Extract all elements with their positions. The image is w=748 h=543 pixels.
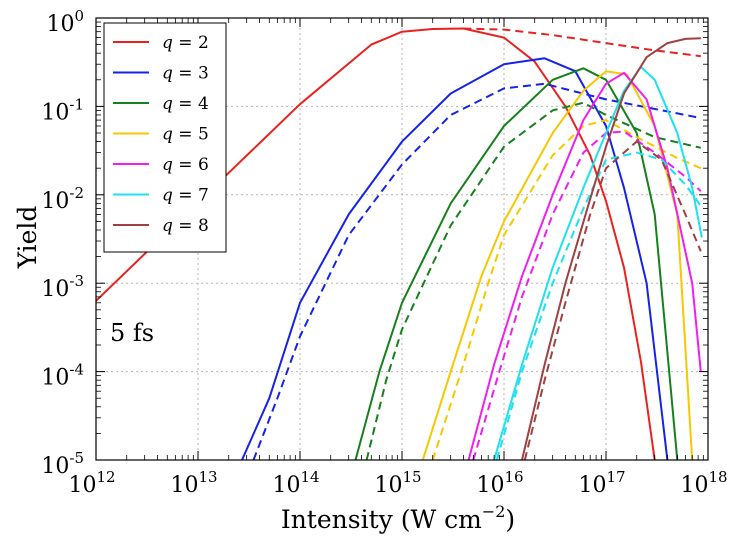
x-tick-label: 1012: [68, 468, 115, 498]
series-line-solid: [467, 71, 702, 460]
y-tick-label: 10-3: [41, 272, 84, 302]
x-axis-title: Intensity (W cm−2): [281, 502, 515, 534]
x-tick-label: 1013: [170, 468, 217, 498]
legend-box: [103, 22, 227, 253]
series-line-dashed: [252, 82, 701, 460]
legend-label: q = 3: [162, 64, 209, 84]
legend-label: q = 6: [162, 155, 209, 175]
series-line-dashed: [365, 101, 702, 460]
x-tick-label: 1016: [476, 468, 523, 498]
grid-lines: [96, 18, 708, 460]
x-tick-label: 1015: [374, 468, 421, 498]
y-tick-label: 10-5: [41, 449, 84, 479]
y-tick-label: 100: [46, 7, 84, 37]
series-line-dashed: [523, 140, 702, 460]
y-tick-label: 10-2: [41, 184, 84, 214]
legend-label: q = 5: [162, 125, 209, 145]
series-line-dashed: [472, 130, 702, 460]
x-tick-label: 1018: [680, 468, 727, 498]
y-tick-label: 10-1: [41, 95, 84, 125]
series-line-dashed: [463, 27, 701, 58]
pulse-duration-annotation: 5 fs: [110, 319, 154, 347]
legend-label: q = 4: [162, 94, 209, 114]
y-axis-title: Yield: [13, 206, 42, 270]
legend-label: q = 2: [162, 33, 209, 53]
tick-labels: 1012 1013 1014 1015 1016 1017 1018 10-5 10-4 10-3…: [41, 7, 727, 498]
series-line-solid: [354, 67, 679, 460]
legend-label: q = 7: [162, 186, 209, 206]
legend: q = 2 q = 3 q = 4 q = 5 q = 6 q = 7 q = 8: [103, 22, 227, 253]
x-tick-label: 1014: [272, 468, 319, 498]
series-line-solid: [493, 65, 703, 460]
series-line-solid: [521, 37, 701, 460]
series-line-dashed: [495, 151, 702, 460]
x-tick-label: 1017: [578, 468, 625, 498]
series-lines: [96, 27, 703, 460]
series-line-solid: [421, 70, 694, 460]
axis-ticks: [95, 17, 709, 461]
series-line-solid: [96, 27, 656, 460]
series-line-solid: [241, 57, 669, 460]
y-tick-label: 10-4: [41, 361, 84, 391]
legend-label: q = 8: [162, 216, 209, 236]
